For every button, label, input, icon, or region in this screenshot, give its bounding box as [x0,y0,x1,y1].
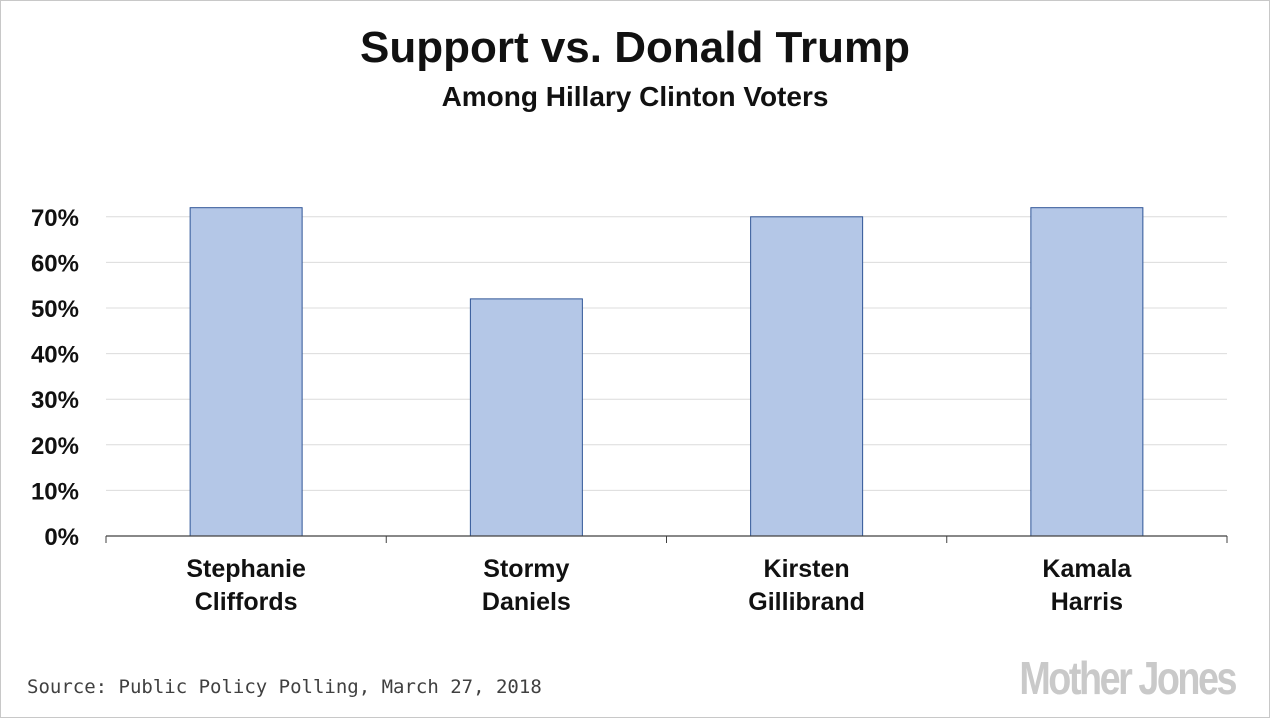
x-tick-label: Cliffords [195,588,298,616]
bar [750,216,864,537]
x-tick-label: Stephanie [186,555,306,583]
x-tick-label: Kamala [1042,555,1132,583]
x-tick-label: Harris [1051,588,1123,616]
y-tick-label: 50% [31,296,79,323]
chart-title: Support vs. Donald Trump [359,23,911,72]
y-tick-label: 60% [31,250,79,277]
bar [469,298,583,537]
y-tick-label: 10% [31,478,79,505]
bar [189,207,303,537]
x-tick-label: Kirsten [764,555,850,583]
publisher-logo: Mother Jones [1019,652,1237,704]
y-tick-label: 70% [31,205,79,232]
y-tick-label: 40% [31,342,79,369]
y-tick-label: 20% [31,433,79,460]
chart-subtitle: Among Hillary Clinton Voters [441,81,829,112]
source-note: Source: Public Policy Polling, March 27,… [27,676,542,698]
bar [1030,207,1144,537]
x-tick-label: Stormy [483,555,569,583]
x-tick-label: Gillibrand [748,588,865,616]
y-tick-label: 0% [44,524,79,551]
y-tick-label: 30% [31,387,79,414]
x-tick-label: Daniels [482,588,571,616]
